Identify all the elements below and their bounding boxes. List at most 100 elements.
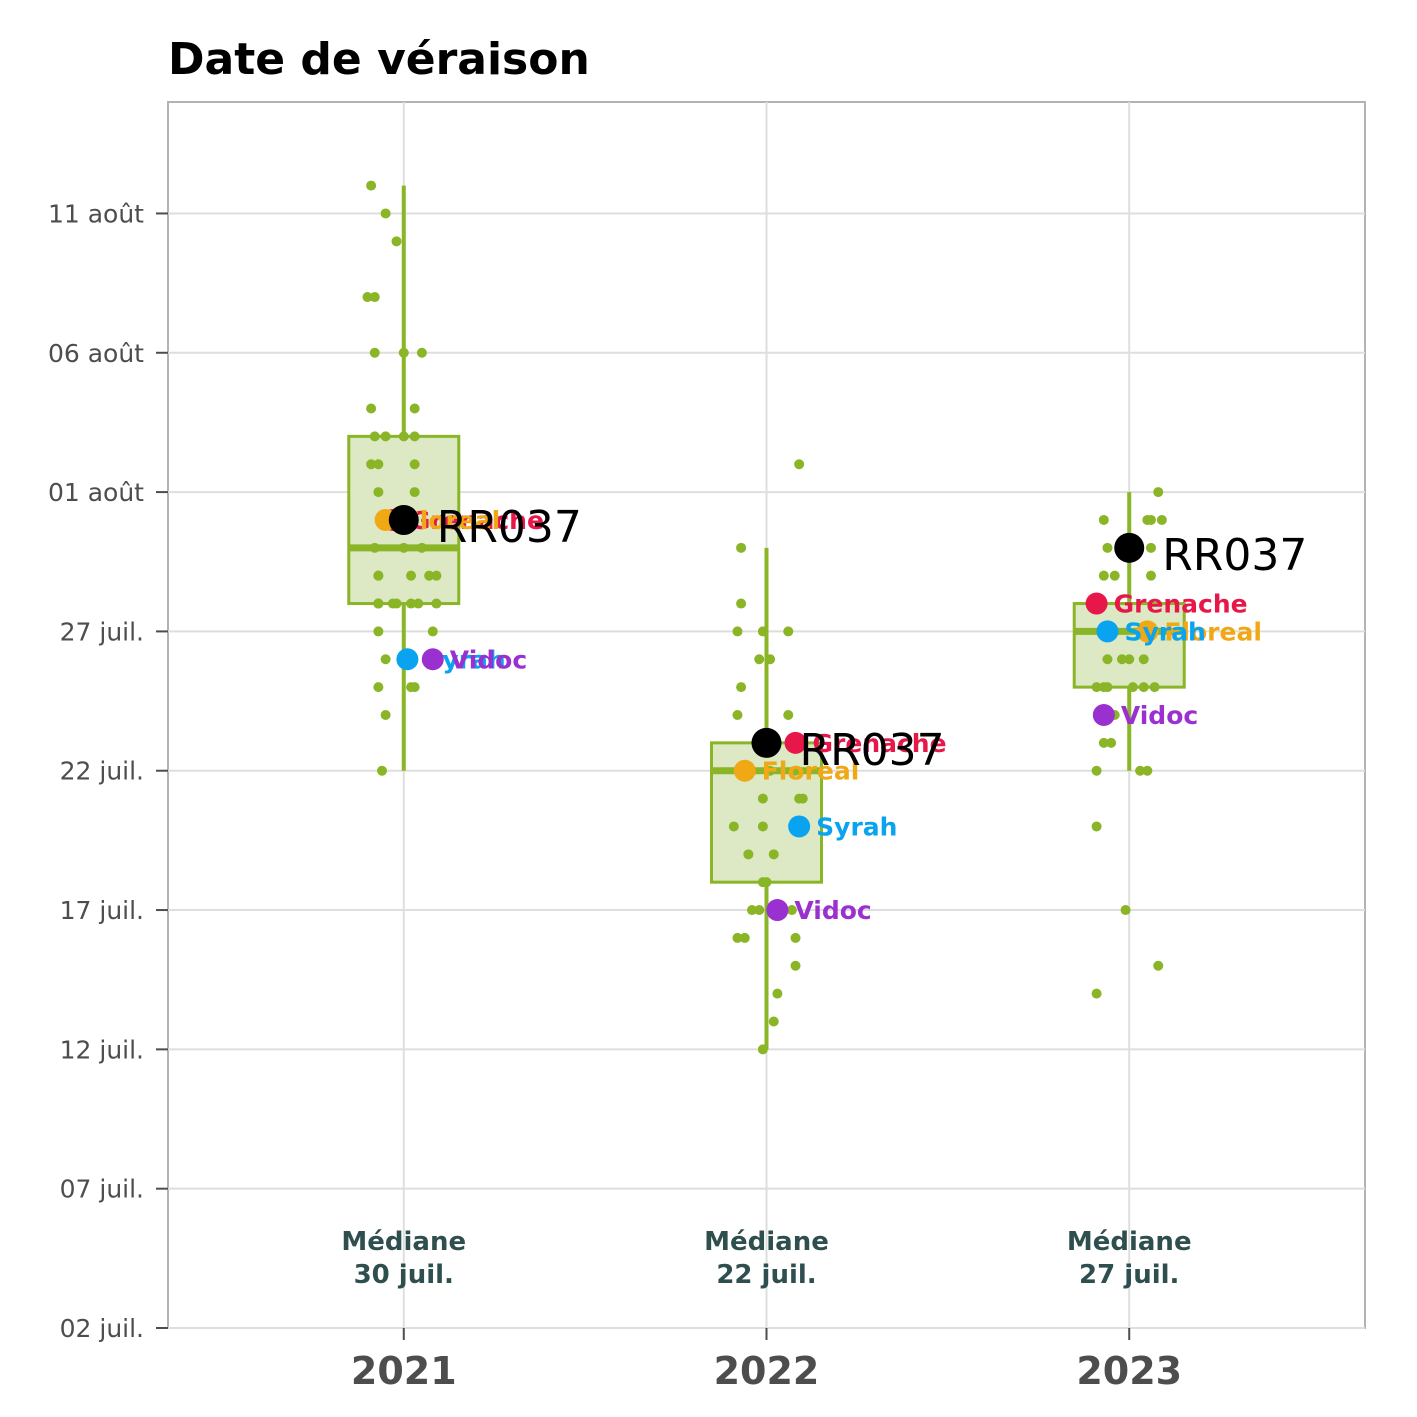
reference-label: Syrah — [816, 812, 897, 841]
jitter-point — [794, 794, 804, 804]
jitter-point — [1110, 571, 1120, 581]
median-label-value: 30 juil. — [354, 1260, 454, 1290]
x-tick-label: 2022 — [714, 1349, 820, 1393]
jitter-point — [1102, 543, 1112, 553]
jitter-point — [783, 710, 793, 720]
focus-point — [752, 728, 782, 758]
y-tick-label: 06 août — [48, 339, 144, 368]
jitter-point — [1092, 682, 1102, 692]
reference-point — [788, 815, 810, 837]
jitter-point — [791, 933, 801, 943]
x-axis: 2021 2022 2023 — [351, 1328, 1182, 1393]
reference-point — [1086, 593, 1108, 615]
reference-label: Grenache — [1114, 590, 1248, 619]
jitter-point — [1146, 543, 1156, 553]
jitter-point — [399, 431, 409, 441]
reference-point — [734, 760, 756, 782]
jitter-point — [381, 208, 391, 218]
jitter-point — [392, 599, 402, 609]
jitter-point — [769, 1017, 779, 1027]
jitter-point — [1092, 766, 1102, 776]
reference-point — [1096, 620, 1118, 642]
jitter-point — [758, 626, 768, 636]
jitter-point — [754, 905, 764, 915]
jitter-point — [370, 292, 380, 302]
jitter-point — [1099, 571, 1109, 581]
jitter-point — [431, 599, 441, 609]
jitter-point — [370, 431, 380, 441]
reference-point — [766, 899, 788, 921]
focus-point — [1114, 533, 1144, 563]
jitter-point — [381, 710, 391, 720]
jitter-point — [1139, 682, 1149, 692]
jitter-point — [1153, 487, 1163, 497]
reference-point — [422, 648, 444, 670]
reference-label: Syrah — [1124, 617, 1205, 646]
jitter-point — [373, 571, 383, 581]
reference-label: Vidoc — [794, 896, 871, 925]
jitter-point — [373, 459, 383, 469]
reference-point — [396, 648, 418, 670]
jitter-point — [765, 654, 775, 664]
jitter-point — [1099, 738, 1109, 748]
jitter-point — [732, 626, 742, 636]
jitter-point — [392, 236, 402, 246]
median-label-title: Médiane — [341, 1227, 466, 1257]
reference-label: Vidoc — [1121, 701, 1198, 730]
jitter-point — [366, 404, 376, 414]
jitter-point — [729, 821, 739, 831]
y-tick-label: 02 juil. — [60, 1314, 144, 1343]
jitter-point — [1102, 682, 1112, 692]
jitter-point — [373, 487, 383, 497]
jitter-point — [1153, 961, 1163, 971]
x-tick-label: 2023 — [1076, 1349, 1182, 1393]
jitter-point — [366, 181, 376, 191]
jitter-point — [1124, 654, 1134, 664]
y-tick-label: 11 août — [48, 199, 144, 228]
jitter-point — [794, 459, 804, 469]
jitter-point — [1150, 682, 1160, 692]
jitter-point — [736, 599, 746, 609]
jitter-point — [410, 431, 420, 441]
jitter-point — [373, 626, 383, 636]
jitter-point — [736, 543, 746, 553]
y-tick-label: 12 juil. — [60, 1035, 144, 1064]
jitter-point — [410, 682, 420, 692]
median-label-title: Médiane — [1067, 1227, 1192, 1257]
jitter-point — [410, 487, 420, 497]
focus-label: RR037 — [1162, 530, 1307, 581]
jitter-point — [399, 543, 409, 553]
jitter-point — [1102, 654, 1112, 664]
jitter-point — [399, 348, 409, 358]
jitter-point — [381, 431, 391, 441]
jitter-point — [758, 794, 768, 804]
focus-label: RR037 — [437, 502, 582, 553]
jitter-point — [732, 710, 742, 720]
median-label-value: 22 juil. — [716, 1260, 816, 1290]
jitter-point — [743, 849, 753, 859]
jitter-point — [370, 348, 380, 358]
jitter-point — [1099, 515, 1109, 525]
jitter-point — [1092, 989, 1102, 999]
jitter-point — [772, 989, 782, 999]
jitter-point — [417, 543, 427, 553]
jitter-point — [370, 543, 380, 553]
y-tick-label: 01 août — [48, 478, 144, 507]
jitter-point — [1128, 682, 1138, 692]
jitter-point — [373, 599, 383, 609]
focus-label: RR037 — [800, 725, 945, 776]
y-tick-label: 27 juil. — [60, 617, 144, 646]
jitter-point — [373, 682, 383, 692]
jitter-point — [1157, 515, 1167, 525]
y-tick-label: 17 juil. — [60, 896, 144, 925]
jitter-point — [758, 1044, 768, 1054]
median-label-value: 27 juil. — [1079, 1260, 1179, 1290]
jitter-point — [381, 654, 391, 664]
jitter-point — [1142, 766, 1152, 776]
chart-title: Date de véraison — [168, 34, 590, 85]
jitter-point — [1092, 821, 1102, 831]
jitter-point — [431, 571, 441, 581]
x-tick-label: 2021 — [351, 1349, 457, 1393]
jitter-point — [406, 571, 416, 581]
jitter-point — [736, 682, 746, 692]
